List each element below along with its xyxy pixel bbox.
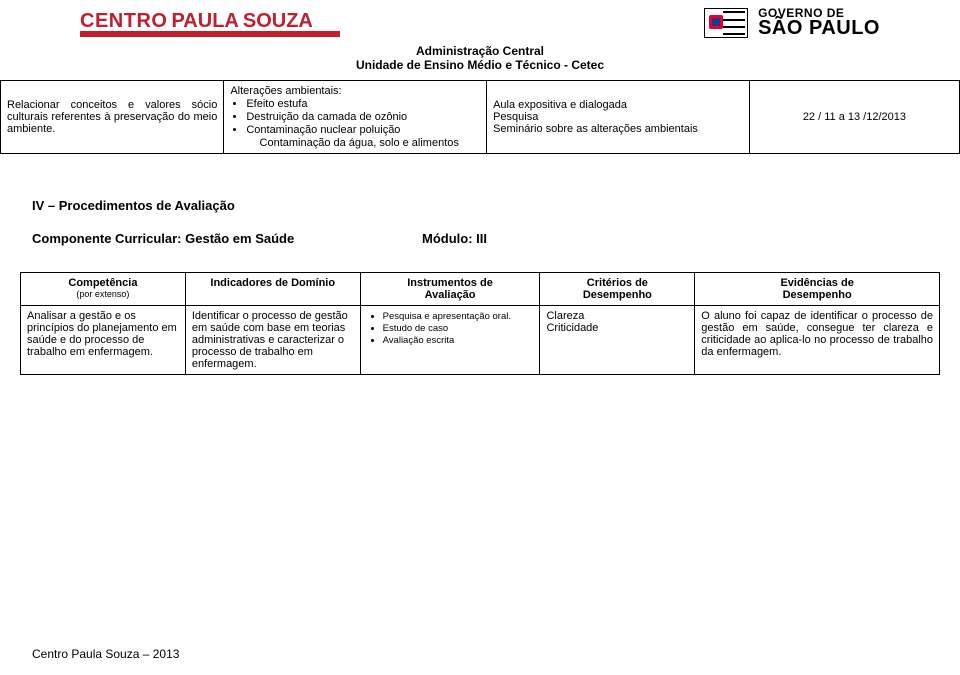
list-item: Destruição da camada de ozônio (246, 111, 480, 123)
cell-evidencias: O aluno foi capaz de identificar o proce… (695, 306, 940, 375)
list-item: Pesquisa (493, 111, 743, 123)
cell-tail: Contaminação da água, solo e alimentos (230, 137, 480, 149)
logo-text-paula: PAULA (171, 10, 238, 33)
list-item: Aula expositiva e dialogada (493, 99, 743, 111)
table-row: Relacionar conceitos e valores sócio cul… (1, 81, 960, 154)
cell-metodos: Aula expositiva e dialogada Pesquisa Sem… (487, 81, 750, 154)
cell-competencia: Analisar a gestão e os princípios do pla… (21, 306, 186, 375)
cell-conceitos: Relacionar conceitos e valores sócio cul… (1, 81, 224, 154)
th-instrumentos: Instrumentos de Avaliação (360, 273, 540, 306)
th-competencia: Competência (por extenso) (21, 273, 186, 306)
th-sub: (por extenso) (27, 289, 179, 299)
th-line: Evidências de (780, 277, 853, 289)
th-criterios: Critérios de Desempenho (540, 273, 695, 306)
list-item: Criticidade (546, 322, 688, 334)
list-item: Contaminação nuclear poluição (246, 124, 480, 136)
th-line: Desempenho (783, 289, 852, 301)
cell-indicadores: Identificar o processo de gestão em saúd… (185, 306, 360, 375)
th-line: Desempenho (583, 289, 652, 301)
gov-line2: SÃO PAULO (758, 19, 880, 38)
section-title: IV – Procedimentos de Avaliação (32, 198, 960, 213)
header-center-line1: Administração Central (0, 44, 960, 58)
component-label: Componente Curricular: Gestão em Saúde (32, 231, 422, 246)
cell-criterios: Clareza Criticidade (540, 306, 695, 375)
cell-alteracoes: Alterações ambientais: Efeito estufa Des… (224, 81, 487, 154)
subtitle-row: Componente Curricular: Gestão em Saúde M… (32, 231, 960, 246)
th-evidencias: Evidências de Desempenho (695, 273, 940, 306)
logo-text-souza: SOUZA (243, 10, 313, 33)
th-line: Critérios de (587, 277, 648, 289)
logo-text-centro: CENTRO (80, 10, 167, 33)
list-item: Seminário sobre as alterações ambientais (493, 123, 743, 135)
list-item: Pesquisa e apresentação oral. (383, 311, 534, 322)
table-header-row: Competência (por extenso) Indicadores de… (21, 273, 940, 306)
logo-left: CENTRO PAULA SOUZA (80, 10, 340, 37)
list-item: Avaliação escrita (383, 335, 534, 346)
logo-right: GOVERNO DE SÃO PAULO (704, 8, 880, 38)
table-alteracoes: Relacionar conceitos e valores sócio cul… (0, 80, 960, 154)
module-label: Módulo: III (422, 231, 487, 246)
sp-flag-icon (704, 8, 748, 38)
page-header: CENTRO PAULA SOUZA GOVERNO DE SÃO PAULO (0, 0, 960, 42)
cell-datas: 22 / 11 a 13 /12/2013 (749, 81, 959, 154)
list-item: Efeito estufa (246, 98, 480, 110)
list-item: Clareza (546, 310, 688, 322)
table-avaliacao: Competência (por extenso) Indicadores de… (20, 272, 940, 375)
list-item: Estudo de caso (383, 323, 534, 334)
page-footer: Centro Paula Souza – 2013 (32, 647, 179, 661)
cell-instrumentos: Pesquisa e apresentação oral. Estudo de … (360, 306, 540, 375)
header-center-line2: Unidade de Ensino Médio e Técnico - Cete… (0, 58, 960, 72)
th-indicadores: Indicadores de Domínio (185, 273, 360, 306)
th-line: Avaliação (425, 289, 476, 301)
th-text: Competência (68, 277, 137, 289)
bullet-list: Efeito estufa Destruição da camada de oz… (230, 98, 480, 136)
table-row: Analisar a gestão e os princípios do pla… (21, 306, 940, 375)
cell-title: Alterações ambientais: (230, 85, 341, 97)
header-center: Administração Central Unidade de Ensino … (0, 44, 960, 72)
th-line: Instrumentos de (407, 277, 493, 289)
